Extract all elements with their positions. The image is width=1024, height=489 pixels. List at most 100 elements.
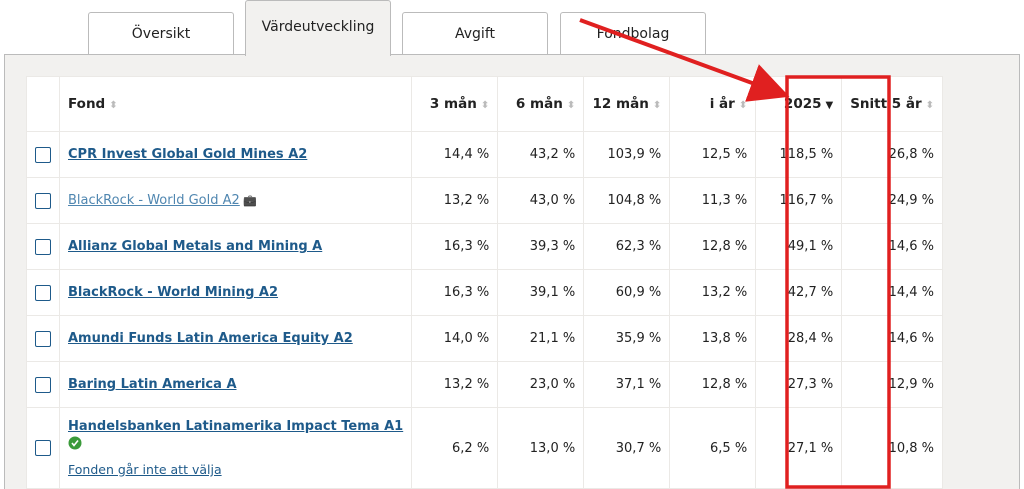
- column-title: 3 mån: [429, 96, 477, 112]
- value-cell: 12,8 %: [669, 361, 757, 408]
- sort-icon: ⬍: [480, 100, 490, 111]
- column-title: Snitt 5 år: [850, 96, 922, 112]
- sort-icon: ⬍: [925, 100, 935, 111]
- fund-link[interactable]: BlackRock - World Mining A2: [68, 285, 279, 300]
- fund-link[interactable]: Allianz Global Metals and Mining A: [68, 239, 323, 254]
- sort-icon: ⬍: [652, 100, 662, 111]
- fund-cell: Amundi Funds Latin America Equity A2: [58, 315, 413, 362]
- value-cell: 13,2 %: [669, 269, 757, 316]
- row: Baring Latin America A 13,2 % 23,0 % 37,1 %…: [26, 361, 944, 408]
- column-title: 6 mån: [515, 96, 563, 112]
- value-cell: 118,5 %: [755, 131, 843, 178]
- value-cell: 6,5 %: [669, 407, 757, 489]
- fund-link[interactable]: CPR Invest Global Gold Mines A2: [68, 147, 308, 162]
- value-cell: 13,8 %: [669, 315, 757, 362]
- fund-link[interactable]: Handelsbanken Latinamerika Impact Tema A…: [68, 419, 404, 434]
- value-cell: 12,5 %: [669, 131, 757, 178]
- value-cell: 14,4 %: [841, 269, 944, 316]
- value-cell: 13,2 %: [411, 177, 499, 224]
- value-cell: 12,8 %: [669, 223, 757, 270]
- value-cell: 39,3 %: [497, 223, 585, 270]
- value-cell: 23,0 %: [497, 361, 585, 408]
- checkbox[interactable]: [35, 376, 51, 393]
- value-cell: 12,9 %: [841, 361, 944, 408]
- value-cell: 14,0 %: [411, 315, 499, 362]
- briefcase-icon: 💼: [239, 194, 257, 207]
- checkbox[interactable]: [35, 330, 51, 347]
- value-cell: 27,1 %: [755, 407, 843, 489]
- sort-icon: ▼: [825, 100, 834, 111]
- select-header: [26, 76, 60, 132]
- value-cell: 49,1 %: [755, 223, 843, 270]
- value-cell: 14,6 %: [841, 315, 944, 362]
- fund-cell: Baring Latin America A: [58, 361, 413, 408]
- row: BlackRock - World Mining A2 16,3 % 39,1 % 6…: [26, 269, 944, 316]
- unavailable-note[interactable]: Fonden går inte att välja: [68, 462, 222, 477]
- value-cell: 16,3 %: [411, 269, 499, 316]
- sort-icon: ⬍: [566, 100, 576, 111]
- value-cell: 62,3 %: [583, 223, 671, 270]
- column-header[interactable]: 2025 ▼: [755, 76, 843, 132]
- select-cell: [26, 269, 60, 316]
- column-header[interactable]: i år ⬍: [669, 76, 757, 132]
- column-title: 12 mån: [592, 96, 649, 112]
- value-cell: 24,9 %: [841, 177, 944, 224]
- column-title: i år: [709, 96, 735, 112]
- eco-icon: [68, 436, 403, 454]
- value-cell: 27,3 %: [755, 361, 843, 408]
- column-header[interactable]: Fond ⬍: [58, 76, 413, 132]
- checkbox[interactable]: [35, 238, 51, 255]
- tab[interactable]: Översikt: [88, 12, 234, 54]
- tab[interactable]: Värdeutveckling: [245, 0, 391, 56]
- value-cell: 60,9 %: [583, 269, 671, 316]
- fund-cell: BlackRock - World Gold A2 💼: [58, 177, 413, 224]
- value-cell: 28,4 %: [755, 315, 843, 362]
- tab[interactable]: Avgift: [402, 12, 548, 54]
- column-title: Fond: [68, 96, 106, 112]
- checkbox[interactable]: [35, 284, 51, 301]
- select-cell: [26, 223, 60, 270]
- column-header[interactable]: 12 mån ⬍: [583, 76, 671, 132]
- value-cell: 42,7 %: [755, 269, 843, 316]
- row: BlackRock - World Gold A2 💼 13,2 % 43,0 % 1…: [26, 177, 944, 224]
- value-cell: 10,8 %: [841, 407, 944, 489]
- fund-cell: BlackRock - World Mining A2: [58, 269, 413, 316]
- value-cell: 21,1 %: [497, 315, 585, 362]
- value-cell: 11,3 %: [669, 177, 757, 224]
- column-header[interactable]: Snitt 5 år ⬍: [841, 76, 944, 132]
- value-cell: 116,7 %: [755, 177, 843, 224]
- select-cell: [26, 131, 60, 178]
- value-cell: 104,8 %: [583, 177, 671, 224]
- select-cell: [26, 361, 60, 408]
- select-cell: [26, 177, 60, 224]
- value-cell: 43,2 %: [497, 131, 585, 178]
- fund-cell: Allianz Global Metals and Mining A: [58, 223, 413, 270]
- row: CPR Invest Global Gold Mines A2 14,4 % 43,…: [26, 131, 944, 178]
- column-header[interactable]: 3 mån ⬍: [411, 76, 499, 132]
- value-cell: 6,2 %: [411, 407, 499, 489]
- checkbox[interactable]: [35, 146, 51, 163]
- value-cell: 35,9 %: [583, 315, 671, 362]
- fund-link[interactable]: Baring Latin America A: [68, 377, 237, 392]
- tab[interactable]: Fondbolag: [560, 12, 706, 54]
- value-cell: 37,1 %: [583, 361, 671, 408]
- value-cell: 16,3 %: [411, 223, 499, 270]
- value-cell: 14,6 %: [841, 223, 944, 270]
- value-cell: 13,2 %: [411, 361, 499, 408]
- fund-cell: Handelsbanken Latinamerika Impact Tema A…: [58, 407, 413, 489]
- value-cell: 13,0 %: [497, 407, 585, 489]
- value-cell: 39,1 %: [497, 269, 585, 316]
- fund-link[interactable]: BlackRock - World Gold A2: [68, 193, 240, 208]
- checkbox[interactable]: [35, 192, 51, 209]
- row: Amundi Funds Latin America Equity A2 14,0…: [26, 315, 944, 362]
- select-cell: [26, 315, 60, 362]
- sort-icon: ⬍: [738, 100, 748, 111]
- fund-table: Fond ⬍ 3 mån ⬍ 6 mån ⬍ 12 mån ⬍ i år ⬍ 2025 ▼ Snitt …: [26, 76, 944, 489]
- fund-link[interactable]: Amundi Funds Latin America Equity A2: [68, 331, 353, 346]
- value-cell: 43,0 %: [497, 177, 585, 224]
- column-header[interactable]: 6 mån ⬍: [497, 76, 585, 132]
- checkbox[interactable]: [35, 440, 51, 456]
- fund-cell: CPR Invest Global Gold Mines A2: [58, 131, 413, 178]
- value-cell: 103,9 %: [583, 131, 671, 178]
